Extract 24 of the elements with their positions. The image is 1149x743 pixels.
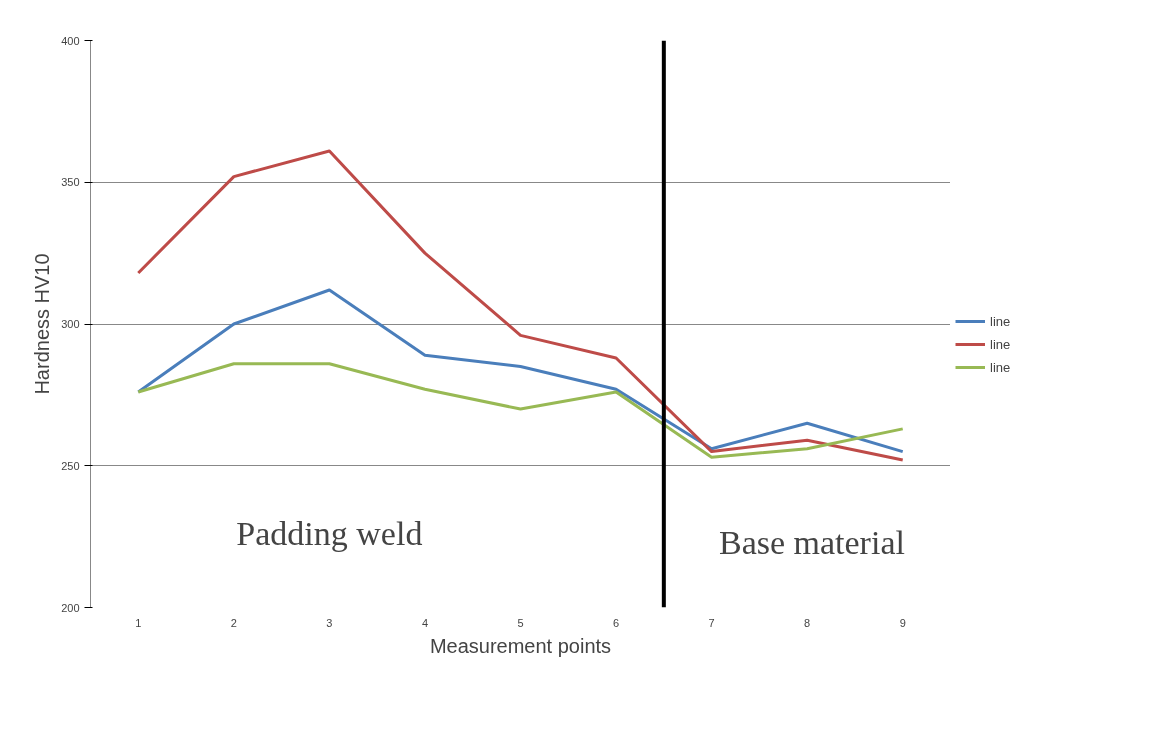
y-tick-label: 250	[61, 459, 80, 472]
x-tick-label: 1	[135, 616, 142, 629]
y-tick-label: 300	[61, 318, 80, 330]
x-tick-label: 8	[804, 616, 811, 629]
legend-label: line	[990, 313, 1011, 329]
x-tick-label: 3	[326, 616, 333, 629]
y-tick-label: 400	[61, 34, 80, 47]
y-tick-label: 350	[61, 176, 80, 189]
line-series	[136, 149, 905, 462]
y-tick-label: 200	[61, 601, 80, 614]
annotation: Padding weld	[236, 515, 423, 553]
legend-label: line	[990, 359, 1011, 375]
legend-label: line	[990, 336, 1011, 352]
x-tick-label: 9	[899, 616, 906, 629]
x-axis-title: Measurement points	[429, 634, 612, 657]
x-tick-label: 6	[613, 616, 620, 629]
x-tick-label: 2	[230, 616, 237, 629]
x-tick-label: 7	[708, 616, 715, 629]
x-tick-label: 4	[421, 616, 429, 629]
line-series	[136, 288, 905, 454]
y-axis-title: Hardness HV10	[31, 253, 54, 395]
line-series	[136, 362, 905, 459]
annotation: Base material	[718, 523, 905, 561]
x-tick-label: 5	[517, 616, 524, 629]
